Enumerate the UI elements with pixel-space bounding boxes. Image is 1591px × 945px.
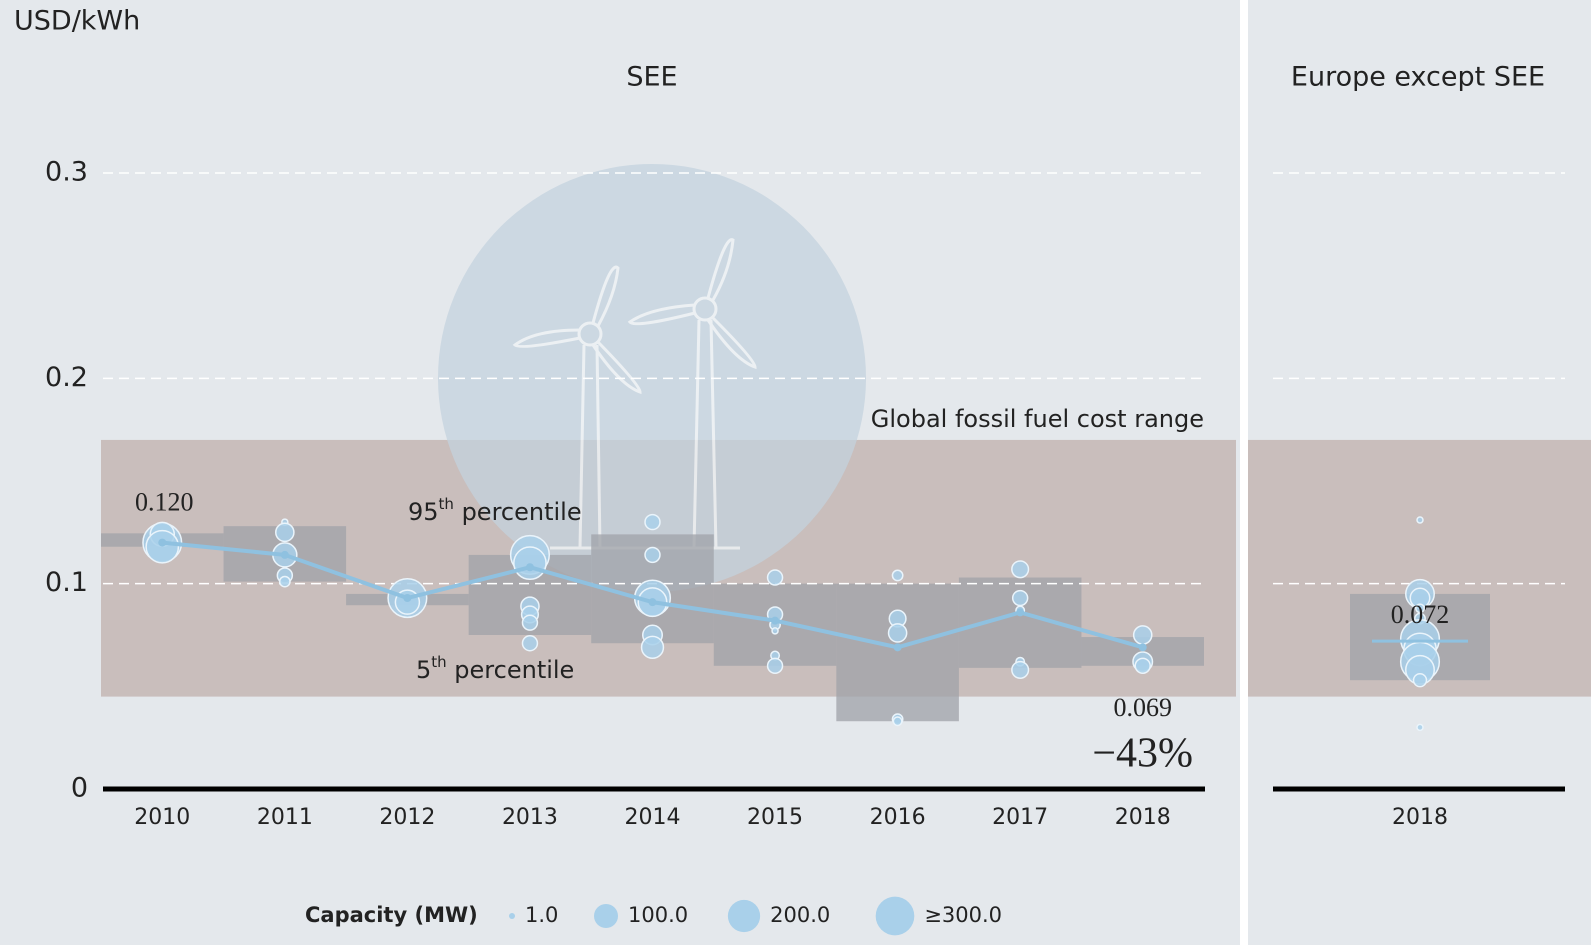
chart: SEE USD/kWh Global fossil fuel cost range 0… — [0, 0, 1591, 945]
panel-title: Europe except SEE — [1291, 62, 1545, 93]
project-bubble — [1414, 674, 1427, 687]
project-bubble — [772, 628, 778, 634]
x-tick-label: 2016 — [870, 805, 926, 830]
weighted-average-point — [894, 643, 902, 651]
project-bubble — [280, 576, 290, 586]
project-bubble — [276, 523, 294, 541]
value-label: 0.120 — [135, 488, 194, 517]
project-bubble — [1417, 724, 1423, 730]
change-label: −43% — [1092, 731, 1193, 777]
panel-title: SEE — [626, 62, 677, 93]
weighted-average-point — [1139, 643, 1147, 651]
y-tick-label: 0 — [71, 773, 88, 804]
legend-bubble — [876, 897, 915, 936]
x-tick-label: 2017 — [992, 805, 1048, 830]
project-bubble — [1013, 591, 1028, 606]
project-bubble — [1012, 561, 1029, 578]
project-bubble — [768, 570, 783, 585]
page: {"chart_data":[ {"type":"bubble","title"… — [0, 0, 1591, 945]
project-bubble — [768, 658, 783, 673]
project-bubble — [642, 636, 664, 658]
x-tick-label: 2012 — [379, 805, 435, 830]
legend-bubble — [509, 913, 515, 919]
project-bubble — [1134, 626, 1152, 644]
weighted-average-point — [526, 563, 534, 571]
fossil-range-label: Global fossil fuel cost range — [871, 405, 1204, 433]
project-bubble — [1135, 658, 1150, 673]
percentile-label-part: percentile — [447, 656, 575, 684]
project-bubble — [522, 636, 537, 651]
project-bubble — [1417, 517, 1423, 523]
percentile-label: 95th percentile — [408, 494, 582, 526]
weighted-average-point — [1016, 608, 1024, 616]
x-tick-label: 2014 — [625, 805, 681, 830]
value-label: 0.072 — [1391, 600, 1450, 629]
y-tick-label: 0.2 — [45, 362, 88, 393]
weighted-average-point — [281, 551, 289, 559]
legend-title: Capacity (MW) — [305, 903, 478, 927]
project-bubble — [889, 624, 907, 642]
legend-bubble — [594, 904, 618, 928]
weighted-average-point — [403, 594, 411, 602]
x-tick-label: 2015 — [747, 805, 803, 830]
percentile-label-part: 5 — [416, 656, 431, 684]
percentile-label-part: percentile — [454, 498, 582, 526]
x-tick-label: 2010 — [134, 805, 190, 830]
x-tick-label: 2011 — [257, 805, 313, 830]
y-tick-label: 0.1 — [45, 567, 88, 598]
project-bubble — [645, 547, 660, 562]
percentile-label-part: th — [439, 494, 454, 512]
legend-label: ≥300.0 — [924, 903, 1002, 927]
project-bubble — [893, 717, 901, 725]
weighted-average-point — [649, 598, 657, 606]
value-label: 0.069 — [1113, 693, 1172, 722]
y-axis-label: USD/kWh — [14, 6, 140, 37]
project-bubble — [645, 515, 660, 530]
y-tick-label: 0.3 — [45, 157, 88, 188]
weighted-average-point — [158, 539, 166, 547]
project-bubble — [892, 570, 902, 580]
percentile-box — [836, 584, 959, 722]
legend-label: 1.0 — [525, 903, 558, 927]
project-bubble — [514, 547, 546, 579]
legend-label: 100.0 — [628, 903, 688, 927]
percentile-label-part: 95 — [408, 498, 439, 526]
legend-label: 200.0 — [770, 903, 830, 927]
legend-bubble — [728, 900, 760, 932]
x-tick-label: 2018 — [1115, 805, 1171, 830]
panel-divider — [1240, 0, 1248, 945]
project-bubble — [522, 615, 537, 630]
project-bubble — [146, 531, 178, 563]
x-tick-label: 2018 — [1392, 805, 1448, 830]
percentile-label-part: th — [431, 653, 446, 671]
weighted-average-point — [771, 617, 779, 625]
x-tick-label: 2013 — [502, 805, 558, 830]
project-bubble — [1012, 662, 1029, 679]
